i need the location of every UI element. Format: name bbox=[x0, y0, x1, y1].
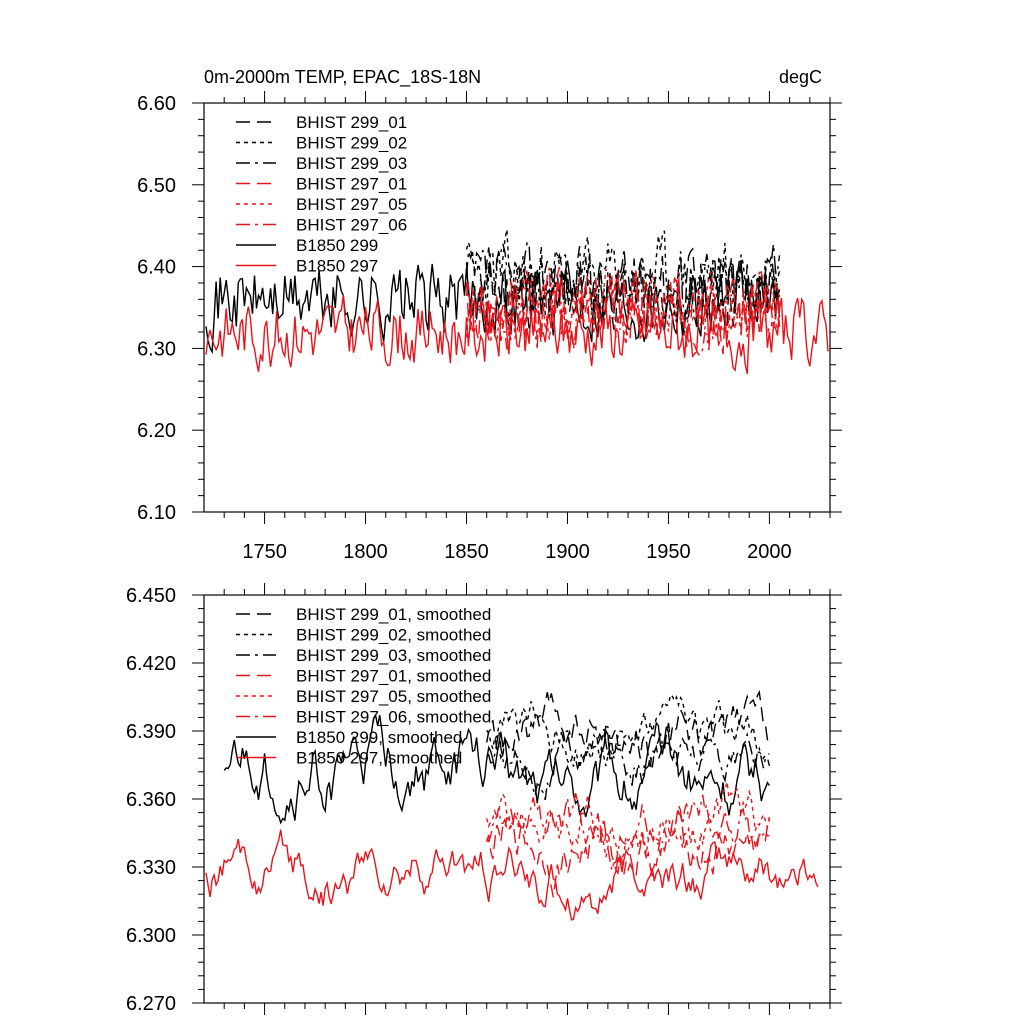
legend-label-5: BHIST 297_06, smoothed bbox=[296, 708, 491, 727]
series-line-3 bbox=[465, 271, 781, 355]
series-group bbox=[205, 229, 829, 374]
y-tick-label: 6.10 bbox=[137, 502, 176, 524]
series-line-4 bbox=[486, 781, 771, 866]
legend-label-4: BHIST 297_05, smoothed bbox=[296, 687, 491, 706]
y-tick-label: 6.40 bbox=[137, 257, 176, 279]
legend-label-1: BHIST 299_02 bbox=[296, 134, 407, 153]
legend-label-7: B1850 297, smoothed bbox=[296, 749, 462, 768]
legend-label-2: BHIST 299_03, smoothed bbox=[296, 646, 491, 665]
x-tick-label: 1800 bbox=[343, 541, 388, 563]
legend-label-6: B1850 299, smoothed bbox=[296, 728, 462, 747]
y-tick-label: 6.450 bbox=[126, 585, 176, 607]
y-tick-label: 6.20 bbox=[137, 420, 176, 442]
x-tick-label: 2000 bbox=[747, 541, 792, 563]
series-line-0 bbox=[486, 689, 770, 768]
bottom-panel: 6.270 6.300 6.330 6.360 6.390 6.420 6.450 BHIST… bbox=[126, 583, 842, 1015]
legend-label-3: BHIST 297_01 bbox=[296, 175, 407, 194]
y-tick-label: 6.330 bbox=[126, 857, 176, 879]
y-tick-label: 6.390 bbox=[126, 721, 176, 743]
top-panel: 0m-2000m TEMP, EPAC_18S-18N degC 1750 180… bbox=[137, 67, 842, 563]
y-tick-label: 6.360 bbox=[126, 789, 176, 811]
y-tick-label: 6.50 bbox=[137, 175, 176, 197]
series-line-3 bbox=[486, 804, 771, 898]
legend-label-0: BHIST 299_01 bbox=[296, 113, 407, 132]
plot-frame bbox=[203, 102, 831, 513]
legend-label-4: BHIST 297_05 bbox=[296, 195, 407, 214]
x-tick-label: 1950 bbox=[646, 541, 691, 563]
series-line-0 bbox=[465, 247, 781, 334]
legend-label-5: BHIST 297_06 bbox=[296, 216, 407, 235]
series-line-6 bbox=[223, 713, 770, 825]
legend-label-1: BHIST 299_02, smoothed bbox=[296, 626, 491, 645]
series-line-5 bbox=[465, 266, 781, 356]
y-tick-label: 6.420 bbox=[126, 653, 176, 675]
series-line-5 bbox=[486, 792, 770, 871]
legend-label-3: BHIST 297_01, smoothed bbox=[296, 667, 491, 686]
series-line-2 bbox=[486, 728, 771, 801]
legend-label-2: BHIST 299_03 bbox=[296, 154, 407, 173]
x-tick-label: 1900 bbox=[545, 541, 590, 563]
x-tick-label: 1750 bbox=[242, 541, 287, 563]
chart-units: degC bbox=[779, 67, 822, 87]
series-line-2 bbox=[465, 241, 781, 328]
x-tick-label: 1850 bbox=[444, 541, 489, 563]
series-line-6 bbox=[205, 259, 781, 355]
series-group bbox=[205, 689, 819, 921]
y-tick-label: 6.30 bbox=[137, 338, 176, 360]
legend-label-7: B1850 297 bbox=[296, 257, 378, 276]
chart-title: 0m-2000m TEMP, EPAC_18S-18N bbox=[204, 67, 481, 88]
legend-label-6: B1850 299 bbox=[296, 236, 378, 255]
legend-label-0: BHIST 299_01, smoothed bbox=[296, 605, 491, 624]
y-tick-label: 6.300 bbox=[126, 925, 176, 947]
series-line-1 bbox=[486, 693, 770, 769]
legend: BHIST 299_01, smoothed BHIST 299_02, smoo… bbox=[236, 605, 491, 768]
series-line-7 bbox=[205, 829, 819, 921]
y-tick-label: 6.270 bbox=[126, 993, 176, 1015]
y-tick-label: 6.60 bbox=[137, 93, 176, 115]
